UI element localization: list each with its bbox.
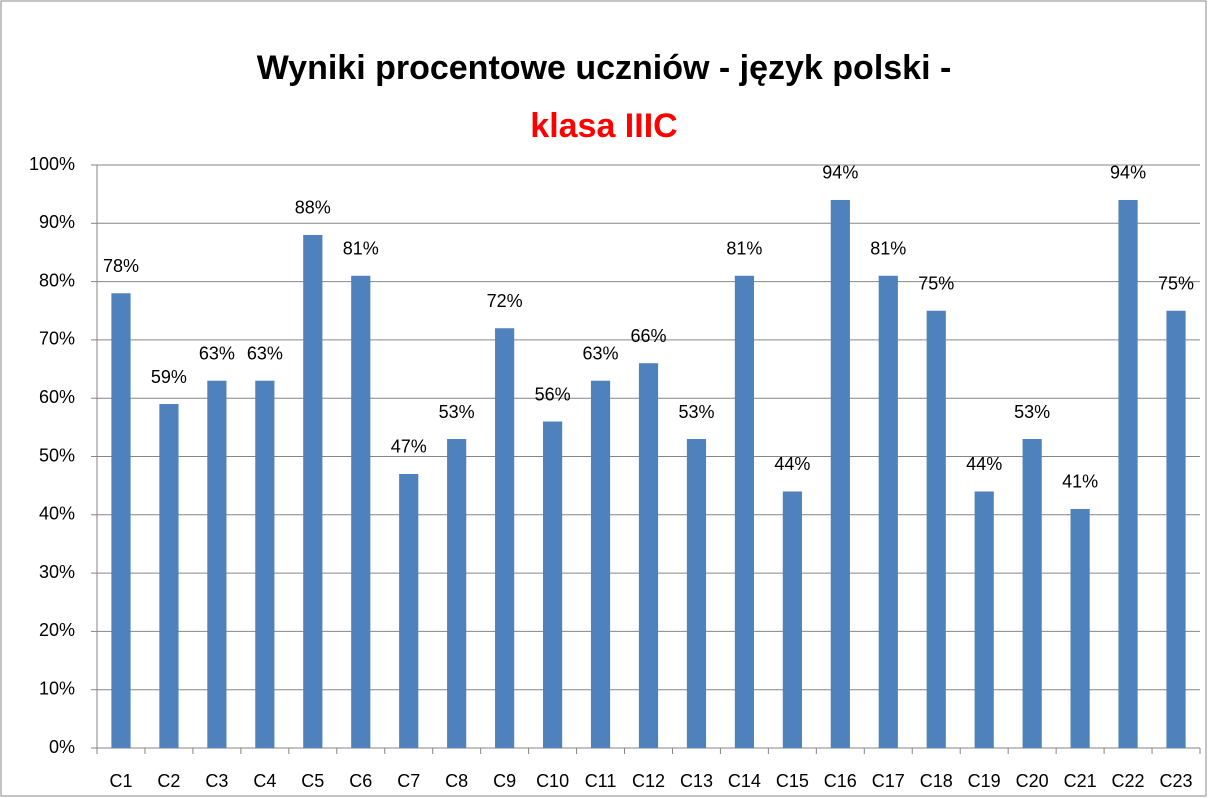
y-tick-label: 80% xyxy=(39,270,75,290)
data-label: 53% xyxy=(439,402,475,422)
bar xyxy=(638,363,659,748)
bar xyxy=(830,199,850,749)
bar xyxy=(974,491,994,748)
y-tick-label: 70% xyxy=(39,329,75,349)
x-tick-label: C14 xyxy=(728,771,761,791)
data-label: 81% xyxy=(870,239,906,259)
x-tick-label: C6 xyxy=(349,771,372,791)
x-tick-label: C16 xyxy=(824,771,857,791)
data-label: 44% xyxy=(774,454,810,474)
data-label: 47% xyxy=(391,437,427,457)
bar xyxy=(447,439,467,748)
x-tick-label: C3 xyxy=(205,771,228,791)
data-label: 88% xyxy=(295,198,331,218)
x-tick-label: C5 xyxy=(301,771,324,791)
bar xyxy=(590,380,611,748)
bar xyxy=(399,473,419,748)
chart-title: klasa IIIC xyxy=(530,107,677,145)
data-label: 94% xyxy=(1110,163,1146,183)
data-label: 75% xyxy=(1158,274,1194,294)
x-tick-label: C18 xyxy=(920,771,953,791)
y-tick-label: 60% xyxy=(39,387,75,407)
data-label: 78% xyxy=(103,256,139,276)
y-tick-label: 90% xyxy=(39,212,75,232)
x-tick-label: C19 xyxy=(968,771,1001,791)
x-tick-label: C17 xyxy=(872,771,905,791)
bar xyxy=(686,439,707,748)
data-label: 44% xyxy=(966,454,1002,474)
bar xyxy=(1022,439,1042,748)
y-tick-label: 30% xyxy=(39,562,75,582)
x-tick-label: C2 xyxy=(157,771,180,791)
bar xyxy=(542,421,563,748)
data-label: 41% xyxy=(1062,472,1098,492)
data-label: 94% xyxy=(822,163,858,183)
bar xyxy=(159,404,179,748)
y-tick-label: 100% xyxy=(29,154,75,174)
x-tick-label: C9 xyxy=(493,771,516,791)
y-tick-label: 40% xyxy=(39,504,75,524)
x-tick-label: C11 xyxy=(585,771,617,791)
data-label: 63% xyxy=(247,343,283,363)
data-label: 75% xyxy=(918,274,954,294)
bar xyxy=(1118,199,1138,749)
bar xyxy=(255,380,275,748)
x-tick-label: C23 xyxy=(1160,771,1193,791)
x-tick-label: C20 xyxy=(1016,771,1049,791)
x-tick-label: C21 xyxy=(1064,771,1097,791)
data-label: 66% xyxy=(630,326,666,346)
data-label: 63% xyxy=(199,343,235,363)
bar xyxy=(926,310,946,748)
data-label: 59% xyxy=(151,367,187,387)
chart-title: Wyniki procentowe uczniów - język polski… xyxy=(257,49,952,87)
bar xyxy=(303,234,323,748)
data-label: 63% xyxy=(583,343,619,363)
x-tick-label: C15 xyxy=(776,771,809,791)
bar xyxy=(878,275,898,748)
data-label: 81% xyxy=(726,239,762,259)
bar xyxy=(111,293,131,748)
data-label: 81% xyxy=(343,239,379,259)
bar xyxy=(734,275,755,748)
bar xyxy=(495,328,515,748)
bar xyxy=(782,491,802,748)
bar xyxy=(351,275,371,748)
y-tick-label: 10% xyxy=(39,678,75,698)
x-tick-label: C1 xyxy=(109,771,132,791)
x-tick-label: C8 xyxy=(445,771,468,791)
bar xyxy=(1070,508,1090,748)
data-label: 53% xyxy=(1014,402,1050,422)
y-tick-label: 20% xyxy=(39,620,75,640)
x-tick-label: C10 xyxy=(536,771,569,791)
x-tick-label: C13 xyxy=(680,771,713,791)
x-tick-label: C7 xyxy=(397,771,420,791)
bar xyxy=(1166,310,1186,748)
x-tick-label: C12 xyxy=(632,771,665,791)
data-label: 72% xyxy=(487,291,523,311)
data-label: 56% xyxy=(535,384,571,404)
data-label: 53% xyxy=(678,402,714,422)
y-tick-label: 0% xyxy=(49,737,75,757)
bar xyxy=(207,380,227,748)
x-tick-label: C22 xyxy=(1112,771,1145,791)
x-tick-label: C4 xyxy=(253,771,276,791)
y-tick-label: 50% xyxy=(39,445,75,465)
